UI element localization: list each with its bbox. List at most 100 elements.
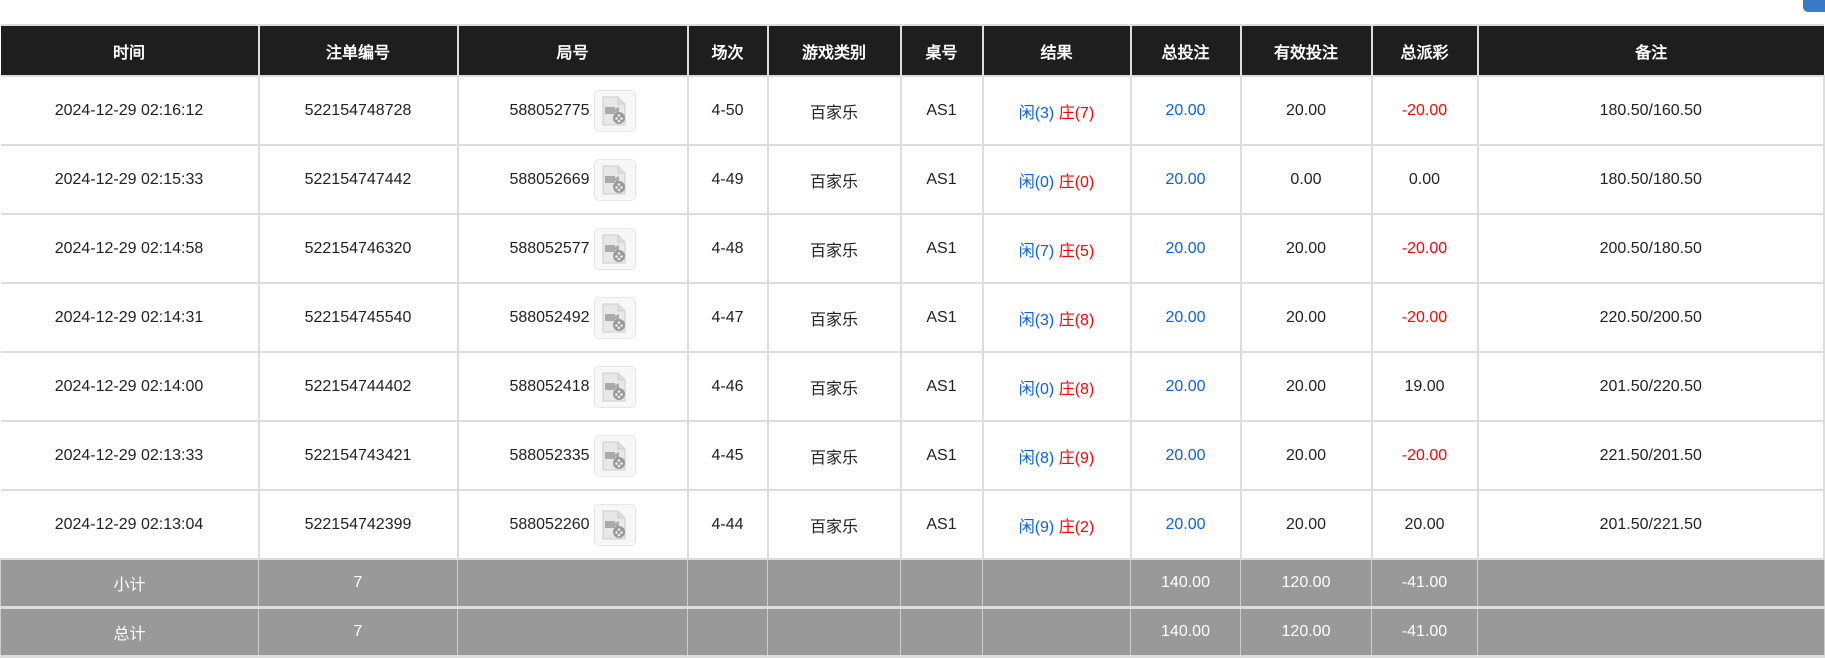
bet-id-cell: 522154743421 xyxy=(257,420,459,491)
result-cell: 闲(3) 庄(7) xyxy=(981,75,1132,146)
video-file-icon[interactable] xyxy=(593,296,636,339)
summary-label: 小计 xyxy=(0,558,259,609)
empty-cell xyxy=(982,607,1131,658)
bet-id-cell: 522154748728 xyxy=(257,75,459,146)
note-cell: 201.50/220.50 xyxy=(1476,351,1825,422)
header-total-payout: 总派彩 xyxy=(1370,24,1478,76)
banker-result: 庄(5) xyxy=(1058,242,1095,260)
session-cell: 4-47 xyxy=(686,282,769,353)
game-type-cell: 百家乐 xyxy=(766,213,902,284)
round-number: 588052418 xyxy=(509,377,590,395)
player-result: 闲(0) xyxy=(1018,380,1055,398)
empty-cell xyxy=(900,607,983,658)
total-bet-cell: 20.00 xyxy=(1129,75,1242,146)
payout-cell: -20.00 xyxy=(1370,75,1479,146)
table-row: 2024-12-29 02:14:31 522154745540 5880524… xyxy=(0,282,1825,353)
bet-id-cell: 522154745540 xyxy=(257,282,459,353)
summary-row: 总计 7 140.00 120.00 -41.00 xyxy=(0,607,1825,658)
valid-bet-cell: 20.00 xyxy=(1239,489,1373,560)
summary-count: 7 xyxy=(258,558,458,609)
round-cell: 588052260 xyxy=(456,489,689,560)
session-cell: 4-49 xyxy=(686,144,769,215)
header-time: 时间 xyxy=(0,24,259,76)
session-cell: 4-45 xyxy=(686,420,769,491)
video-file-icon[interactable] xyxy=(593,89,636,132)
result-cell: 闲(8) 庄(9) xyxy=(981,420,1132,491)
game-type-cell: 百家乐 xyxy=(766,489,902,560)
video-file-icon[interactable] xyxy=(593,434,636,477)
session-cell: 4-46 xyxy=(686,351,769,422)
empty-cell xyxy=(687,558,768,609)
player-result: 闲(8) xyxy=(1018,449,1055,467)
valid-bet-cell: 0.00 xyxy=(1239,144,1373,215)
time-cell: 2024-12-29 02:15:33 xyxy=(0,144,260,215)
game-type-cell: 百家乐 xyxy=(766,351,902,422)
header-session: 场次 xyxy=(686,24,768,76)
video-file-icon[interactable] xyxy=(593,503,636,546)
summary-payout: -41.00 xyxy=(1371,558,1478,609)
summary-valid-bet: 120.00 xyxy=(1240,558,1372,609)
total-bet-cell: 20.00 xyxy=(1129,351,1242,422)
header-note: 备注 xyxy=(1476,24,1824,76)
total-bet-cell: 20.00 xyxy=(1129,420,1242,491)
game-type-cell: 百家乐 xyxy=(766,144,902,215)
result-cell: 闲(3) 庄(8) xyxy=(981,282,1132,353)
total-bet-cell: 20.00 xyxy=(1129,213,1242,284)
table-row: 2024-12-29 02:13:04 522154742399 5880522… xyxy=(0,489,1825,560)
valid-bet-cell: 20.00 xyxy=(1239,420,1373,491)
game-type-cell: 百家乐 xyxy=(766,75,902,146)
banker-result: 庄(7) xyxy=(1058,104,1095,122)
video-file-icon[interactable] xyxy=(593,158,636,201)
note-cell: 180.50/180.50 xyxy=(1476,144,1825,215)
bet-id-cell: 522154744402 xyxy=(257,351,459,422)
round-cell: 588052335 xyxy=(456,420,689,491)
table-no-cell: AS1 xyxy=(899,144,984,215)
valid-bet-cell: 20.00 xyxy=(1239,282,1373,353)
round-cell: 588052492 xyxy=(456,282,689,353)
summary-count: 7 xyxy=(258,607,458,658)
payout-cell: 19.00 xyxy=(1370,351,1479,422)
header-game-type: 游戏类别 xyxy=(766,24,901,76)
round-cell: 588052669 xyxy=(456,144,689,215)
table-row: 2024-12-29 02:14:00 522154744402 5880524… xyxy=(0,351,1825,422)
empty-cell xyxy=(982,558,1131,609)
table-no-cell: AS1 xyxy=(899,351,984,422)
banker-result: 庄(8) xyxy=(1058,311,1095,329)
empty-cell xyxy=(767,607,901,658)
bet-id-cell: 522154746320 xyxy=(257,213,459,284)
header-bet-id: 注单编号 xyxy=(257,24,458,76)
payout-cell: -20.00 xyxy=(1370,282,1479,353)
summary-label: 总计 xyxy=(0,607,259,658)
empty-cell xyxy=(900,558,983,609)
summary-payout: -41.00 xyxy=(1371,607,1478,658)
banker-result: 庄(2) xyxy=(1058,518,1095,536)
player-result: 闲(3) xyxy=(1018,104,1055,122)
video-file-icon[interactable] xyxy=(593,365,636,408)
time-cell: 2024-12-29 02:14:00 xyxy=(0,351,260,422)
table-header: 时间 注单编号 局号 场次 游戏类别 桌号 结果 总投注 有效投注 总派彩 备注 xyxy=(0,24,1824,76)
empty-cell xyxy=(1477,607,1825,658)
time-cell: 2024-12-29 02:14:31 xyxy=(0,282,260,353)
note-cell: 180.50/160.50 xyxy=(1476,75,1825,146)
note-cell: 200.50/180.50 xyxy=(1476,213,1825,284)
summary-row: 小计 7 140.00 120.00 -41.00 xyxy=(0,558,1825,609)
note-cell: 220.50/200.50 xyxy=(1476,282,1825,353)
game-type-cell: 百家乐 xyxy=(766,282,902,353)
table-no-cell: AS1 xyxy=(899,282,984,353)
valid-bet-cell: 20.00 xyxy=(1239,213,1373,284)
banker-result: 庄(8) xyxy=(1058,380,1095,398)
note-cell: 201.50/221.50 xyxy=(1476,489,1825,560)
header-result: 结果 xyxy=(981,24,1131,76)
payout-cell: 20.00 xyxy=(1370,489,1479,560)
payout-cell: -20.00 xyxy=(1370,420,1479,491)
time-cell: 2024-12-29 02:13:04 xyxy=(0,489,260,560)
empty-cell xyxy=(687,607,768,658)
round-number: 588052775 xyxy=(509,101,590,119)
result-cell: 闲(0) 庄(8) xyxy=(981,351,1132,422)
empty-cell xyxy=(767,558,901,609)
banker-result: 庄(9) xyxy=(1058,449,1095,467)
table-no-cell: AS1 xyxy=(899,75,984,146)
video-file-icon[interactable] xyxy=(593,227,636,270)
header-total-bet: 总投注 xyxy=(1129,24,1241,76)
top-right-button[interactable] xyxy=(1803,0,1825,12)
